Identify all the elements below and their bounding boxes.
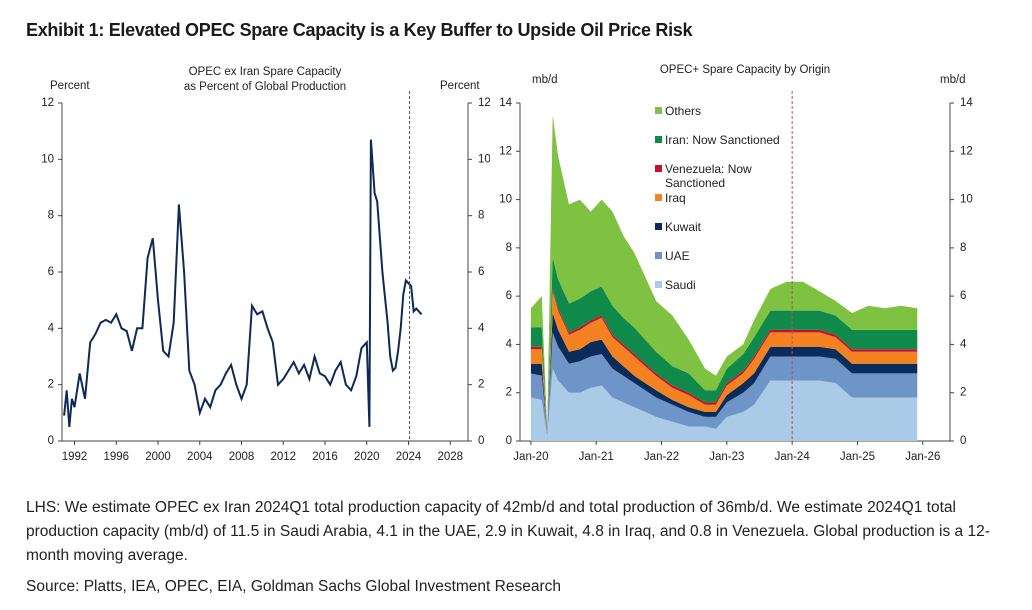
x-tick-label: 2024 xyxy=(396,451,422,463)
y2-tick-label: 8 xyxy=(478,210,484,222)
legend-label: Others xyxy=(665,104,702,118)
y2-tick-label: 10 xyxy=(960,194,973,206)
legend-label: Saudi xyxy=(665,278,696,292)
y-tick-label: 2 xyxy=(48,379,54,391)
x-tick-label: 2016 xyxy=(312,451,338,463)
x-tick-label: 2000 xyxy=(145,451,171,463)
chart: 0 0 2 2 4 4 6 6 8 8 10 10 12 12 1992 1996 2000 2004 2008 20… xyxy=(41,66,490,463)
x-tick-label: Jan-22 xyxy=(644,451,679,463)
y2-axis-label: Percent xyxy=(440,80,480,92)
y2-tick-label: 8 xyxy=(960,242,966,254)
y-tick-label: 4 xyxy=(506,338,513,350)
y-tick-label: 2 xyxy=(506,387,512,399)
legend-label: Iran: Now Sanctioned xyxy=(665,133,780,147)
legend-item: Iraq xyxy=(655,191,795,205)
x-tick-label: Jan-24 xyxy=(775,451,811,463)
x-tick-label: Jan-26 xyxy=(905,451,940,463)
legend-item: Others xyxy=(655,104,795,118)
source: Source: Platts, IEA, OPEC, EIA, Goldman … xyxy=(26,578,561,595)
chart-title: OPEC+ Spare Capacity by Origin xyxy=(660,64,830,76)
x-tick-label: Jan-21 xyxy=(579,451,614,463)
x-tick-label: 1992 xyxy=(62,451,88,463)
y2-tick-label: 6 xyxy=(478,266,484,278)
y2-tick-label: 0 xyxy=(478,435,484,447)
y-tick-label: 4 xyxy=(48,322,55,334)
y2-tick-label: 2 xyxy=(960,387,966,399)
y2-tick-label: 4 xyxy=(960,338,967,350)
y-tick-label: 10 xyxy=(41,153,54,165)
legend-swatch xyxy=(655,136,662,143)
x-tick-label: 2008 xyxy=(229,451,255,463)
y-tick-label: 14 xyxy=(499,97,512,109)
y2-tick-label: 6 xyxy=(960,290,966,302)
x-tick-label: 2020 xyxy=(354,451,380,463)
legend-swatch xyxy=(655,165,662,172)
y2-axis-label: mb/d xyxy=(940,74,966,86)
y-tick-label: 0 xyxy=(48,435,54,447)
y-axis-label: Percent xyxy=(50,80,90,92)
y2-tick-label: 2 xyxy=(478,379,484,391)
legend-item: Saudi xyxy=(655,278,795,292)
legend-swatch xyxy=(655,281,662,288)
legend-swatch xyxy=(655,223,662,230)
footnote: LHS: We estimate OPEC ex Iran 2024Q1 tot… xyxy=(26,499,990,564)
chart-title: as Percent of Global Production xyxy=(184,81,346,93)
chart: 0 0 2 2 4 4 6 6 8 8 10 10 12 12 14 14 Jan-20 Jan-21 Jan-22… xyxy=(499,64,973,463)
exhibit-title: Exhibit 1: Elevated OPEC Spare Capacity … xyxy=(26,20,693,40)
data-line xyxy=(63,139,423,427)
y-tick-label: 6 xyxy=(48,266,54,278)
x-tick-label: 2028 xyxy=(437,451,463,463)
chart-title: OPEC ex Iran Spare Capacity xyxy=(189,66,342,78)
legend-item: Iran: Now Sanctioned xyxy=(655,133,795,147)
y2-tick-label: 12 xyxy=(478,97,490,109)
y-tick-label: 10 xyxy=(499,194,512,206)
y-tick-label: 12 xyxy=(499,145,512,157)
legend-label: Venezuela: Now Sanctioned xyxy=(665,162,752,190)
area xyxy=(530,332,918,437)
y-tick-label: 8 xyxy=(506,242,512,254)
legend-item: Venezuela: Now Sanctioned xyxy=(655,162,795,190)
legend-label: UAE xyxy=(665,249,690,263)
legend-swatch xyxy=(655,107,662,114)
y2-tick-label: 4 xyxy=(478,322,485,334)
legend-label: Kuwait xyxy=(665,220,702,234)
y2-tick-label: 12 xyxy=(960,145,973,157)
area xyxy=(530,115,918,431)
x-tick-label: Jan-23 xyxy=(709,451,744,463)
x-tick-label: Jan-20 xyxy=(513,451,548,463)
legend-item: Kuwait xyxy=(655,220,795,234)
x-tick-label: 2004 xyxy=(187,451,213,463)
y-tick-label: 6 xyxy=(506,290,512,302)
y2-tick-label: 10 xyxy=(478,153,490,165)
legend-label: Iraq xyxy=(665,191,686,205)
y2-tick-label: 0 xyxy=(960,435,966,447)
area xyxy=(530,368,918,441)
y-tick-label: 12 xyxy=(41,97,54,109)
legend-item: UAE xyxy=(655,249,795,263)
y2-tick-label: 14 xyxy=(960,97,973,109)
x-tick-label: 1996 xyxy=(103,451,129,463)
x-tick-label: Jan-25 xyxy=(840,451,875,463)
y-tick-label: 0 xyxy=(506,435,512,447)
y-tick-label: 8 xyxy=(48,210,54,222)
x-tick-label: 2012 xyxy=(270,451,296,463)
legend-swatch xyxy=(655,252,662,259)
y-axis-label: mb/d xyxy=(532,74,558,86)
legend-swatch xyxy=(655,194,662,201)
